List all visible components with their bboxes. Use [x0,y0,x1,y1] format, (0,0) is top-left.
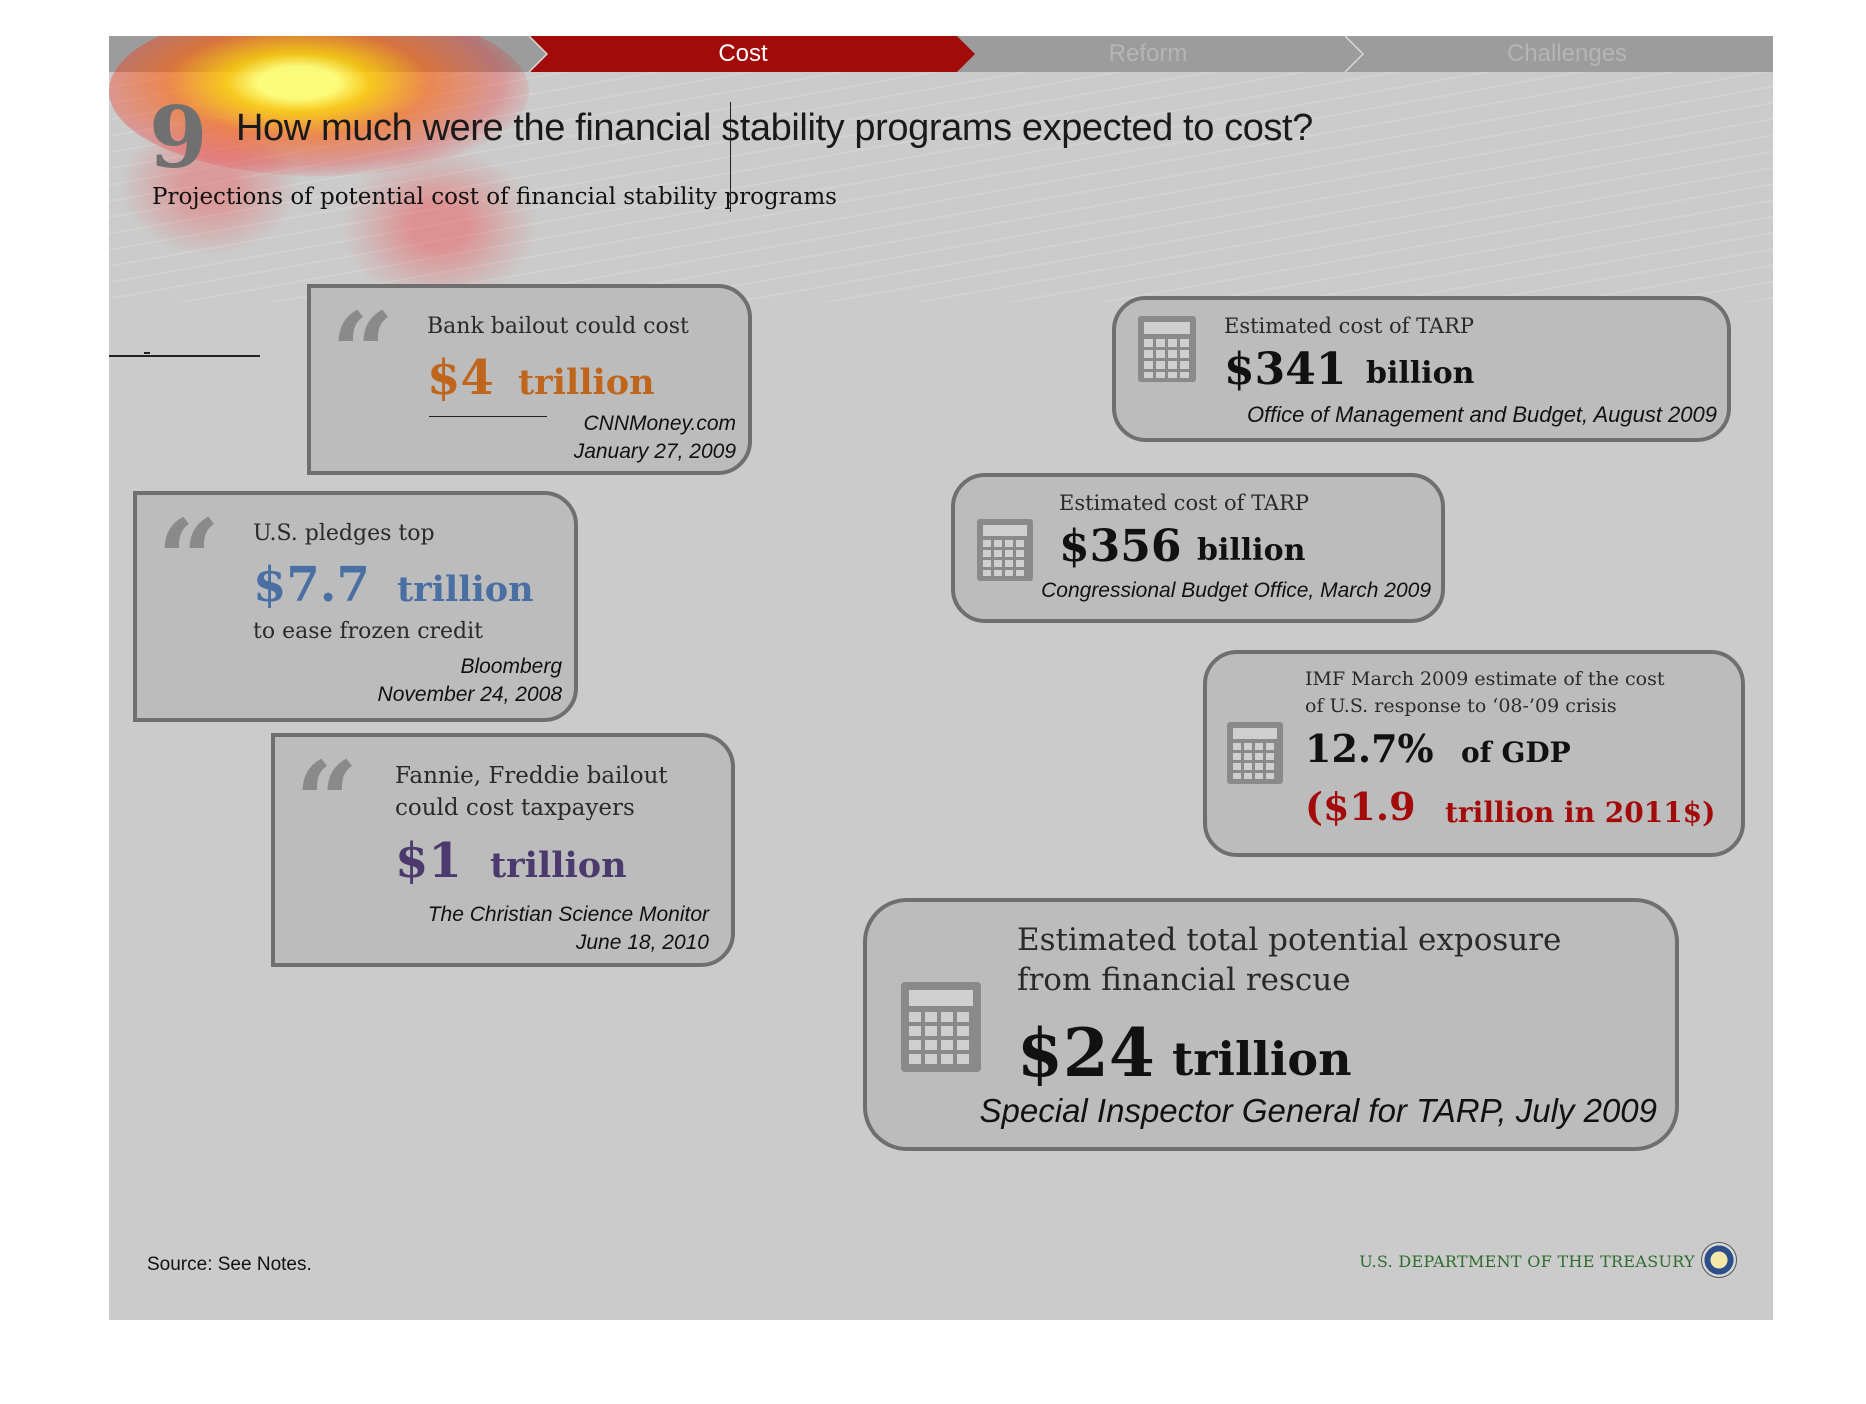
nav-tab-challenges[interactable]: Challenges [1506,40,1628,67]
slide: Cost Reform Challenges 9 How much were t… [109,36,1773,1320]
estimate-card-omb: Estimated cost of TARP $341 billion Offi… [1112,296,1731,442]
quote-mark-icon: “ [157,495,220,624]
footer-source: Source: See Notes. [147,1254,312,1275]
quote-amount: $4 [427,350,494,406]
estimate-source: Office of Management and Budget, August … [1246,402,1717,427]
quote-mark-icon: “ [295,737,358,866]
divider-tick [144,352,150,354]
estimate-amount: $24 [1017,1014,1155,1092]
estimate-label-line1: IMF March 2009 estimate of the cost [1305,668,1665,690]
estimate-amount: $341 [1224,344,1347,395]
quote-unit: trillion [397,569,534,610]
estimate-label-line2: from financial rescue [1017,962,1351,998]
quote-card-bloomberg: “ U.S. pledges top $7.7 trillion to ease… [133,491,578,722]
estimate-alt-unit: trillion in 2011$) [1445,796,1716,829]
estimate-label: Estimated cost of TARP [1059,491,1310,515]
quote-source: The Christian Science Monitor [427,903,709,926]
quote-source: Bloomberg [460,655,562,678]
nav-tab-cost[interactable]: Cost [718,40,768,67]
nav-divider-1 [528,36,549,72]
estimate-unit: billion [1197,533,1306,568]
nav-chevrons [528,36,1365,72]
estimate-label-line2: of U.S. response to ‘08-’09 crisis [1305,695,1617,717]
estimate-unit: billion [1366,356,1475,391]
quote-lead-line2: could cost taxpayers [395,795,635,821]
underline [429,416,547,417]
estimate-alt-amount: ($1.9 [1305,784,1416,829]
quote-source: CNNMoney.com [583,412,736,435]
calculator-icon [1227,722,1283,784]
quote-lead-line1: Fannie, Freddie bailout [395,763,668,789]
estimate-unit: of GDP [1461,736,1571,769]
nav-divider-2 [1344,36,1365,72]
estimate-amount: 12.7% [1305,726,1434,771]
quote-amount: $1 [395,833,462,889]
quote-mark-icon: “ [331,288,394,417]
estimate-card-sigtarp: Estimated total potential exposure from … [863,898,1679,1151]
calculator-icon [901,982,981,1072]
page-title: How much were the financial stability pr… [236,107,1313,149]
estimate-card-imf: IMF March 2009 estimate of the cost of U… [1203,650,1745,857]
text-cursor [730,102,731,212]
section-nav: Cost Reform Challenges [109,36,1773,72]
quote-date: January 27, 2009 [573,440,736,463]
quote-card-cnn: “ Bank bailout could cost $4 trillion CN… [307,284,752,475]
treasury-seal-icon [1701,1242,1737,1278]
nav-tab-reform[interactable]: Reform [1108,40,1188,67]
quote-unit: trillion [518,362,655,403]
divider-line [109,355,260,357]
quote-date: November 24, 2008 [377,683,562,706]
page-subtitle: Projections of potential cost of financi… [152,184,837,210]
quote-unit: trillion [490,845,627,886]
quote-date: June 18, 2010 [575,931,709,954]
quote-lead: Bank bailout could cost [427,314,689,339]
estimate-source: Congressional Budget Office, March 2009 [1041,579,1431,602]
quote-after: to ease frozen credit [253,619,484,644]
footer-organization: U.S. DEPARTMENT OF THE TREASURY [1359,1252,1695,1271]
quote-card-csmonitor: “ Fannie, Freddie bailout could cost tax… [271,733,735,967]
estimate-amount: $356 [1059,521,1182,572]
estimate-source: Special Inspector General for TARP, July… [979,1092,1657,1129]
slide-number: 9 [149,88,208,187]
calculator-icon [977,519,1033,581]
estimate-label: Estimated cost of TARP [1224,314,1475,338]
estimate-label-line1: Estimated total potential exposure [1017,922,1562,958]
nav-tab-cost-shape[interactable] [529,36,975,72]
estimate-card-cbo: Estimated cost of TARP $356 billion Cong… [951,473,1445,623]
calculator-icon [1138,316,1196,382]
estimate-unit: trillion [1172,1032,1352,1086]
quote-lead: U.S. pledges top [253,521,435,546]
quote-amount: $7.7 [253,557,370,613]
